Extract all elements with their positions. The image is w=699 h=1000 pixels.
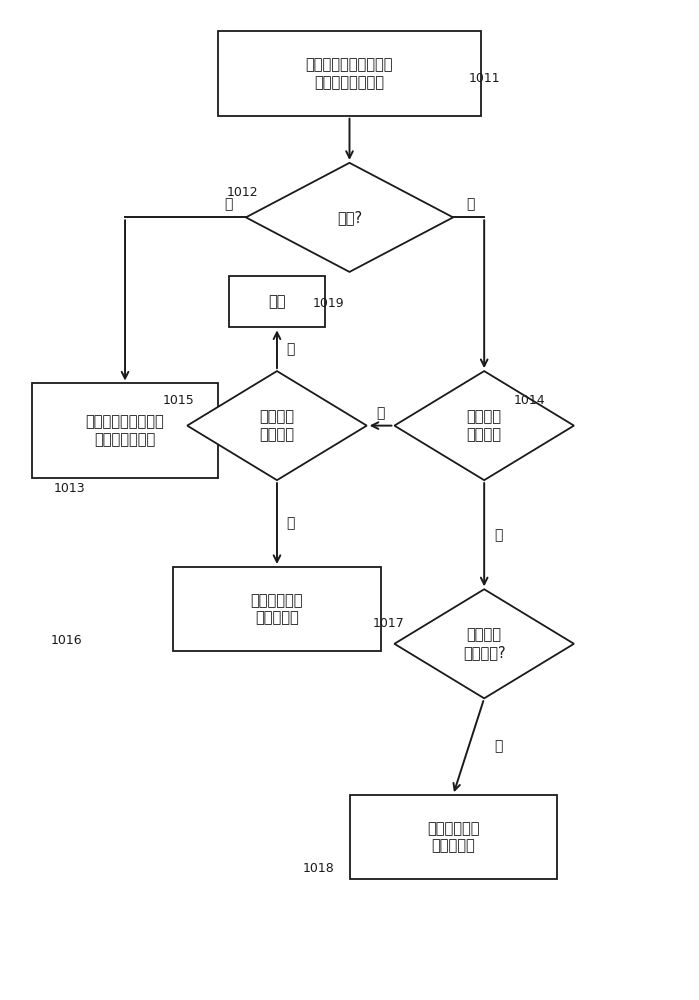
- Text: 是: 是: [466, 197, 475, 211]
- Text: 是: 是: [287, 342, 295, 356]
- Text: 1014: 1014: [513, 394, 545, 407]
- Text: 第二部件
中的断裂: 第二部件 中的断裂: [259, 409, 294, 442]
- Bar: [31, 383, 218, 478]
- Text: 1019: 1019: [313, 297, 345, 310]
- Text: 提供第二部件
的输出信号: 提供第二部件 的输出信号: [251, 593, 303, 625]
- Text: 1013: 1013: [54, 482, 85, 495]
- Text: 1018: 1018: [303, 862, 334, 875]
- Text: 1011: 1011: [468, 72, 500, 85]
- Text: 1015: 1015: [163, 394, 195, 407]
- Text: 否: 否: [224, 197, 233, 211]
- Bar: [350, 795, 556, 879]
- Polygon shape: [187, 371, 367, 480]
- Text: 提供第一部件和第二
部件的输出信号: 提供第一部件和第二 部件的输出信号: [86, 414, 164, 447]
- Text: 1012: 1012: [226, 186, 258, 199]
- Text: 否: 否: [493, 528, 502, 542]
- Text: 断裂?: 断裂?: [337, 210, 362, 225]
- Bar: [173, 567, 380, 651]
- Text: 第二部件
中的断裂?: 第二部件 中的断裂?: [463, 628, 505, 660]
- Text: 1016: 1016: [50, 634, 82, 647]
- Text: 是: 是: [376, 406, 384, 420]
- Bar: [229, 276, 325, 327]
- Text: 是: 是: [493, 740, 502, 754]
- Polygon shape: [394, 589, 574, 698]
- Bar: [218, 31, 481, 116]
- Polygon shape: [394, 371, 574, 480]
- Text: 第一部件
中的断裂: 第一部件 中的断裂: [467, 409, 502, 442]
- Text: 探测在印制导线的第二
端部处的试验信号: 探测在印制导线的第二 端部处的试验信号: [305, 57, 394, 90]
- Polygon shape: [246, 163, 453, 272]
- Text: 否: 否: [287, 517, 295, 531]
- Text: 警报: 警报: [268, 294, 286, 309]
- Text: 提供第一部件
的输出信号: 提供第一部件 的输出信号: [427, 821, 480, 853]
- Text: 1017: 1017: [373, 617, 405, 630]
